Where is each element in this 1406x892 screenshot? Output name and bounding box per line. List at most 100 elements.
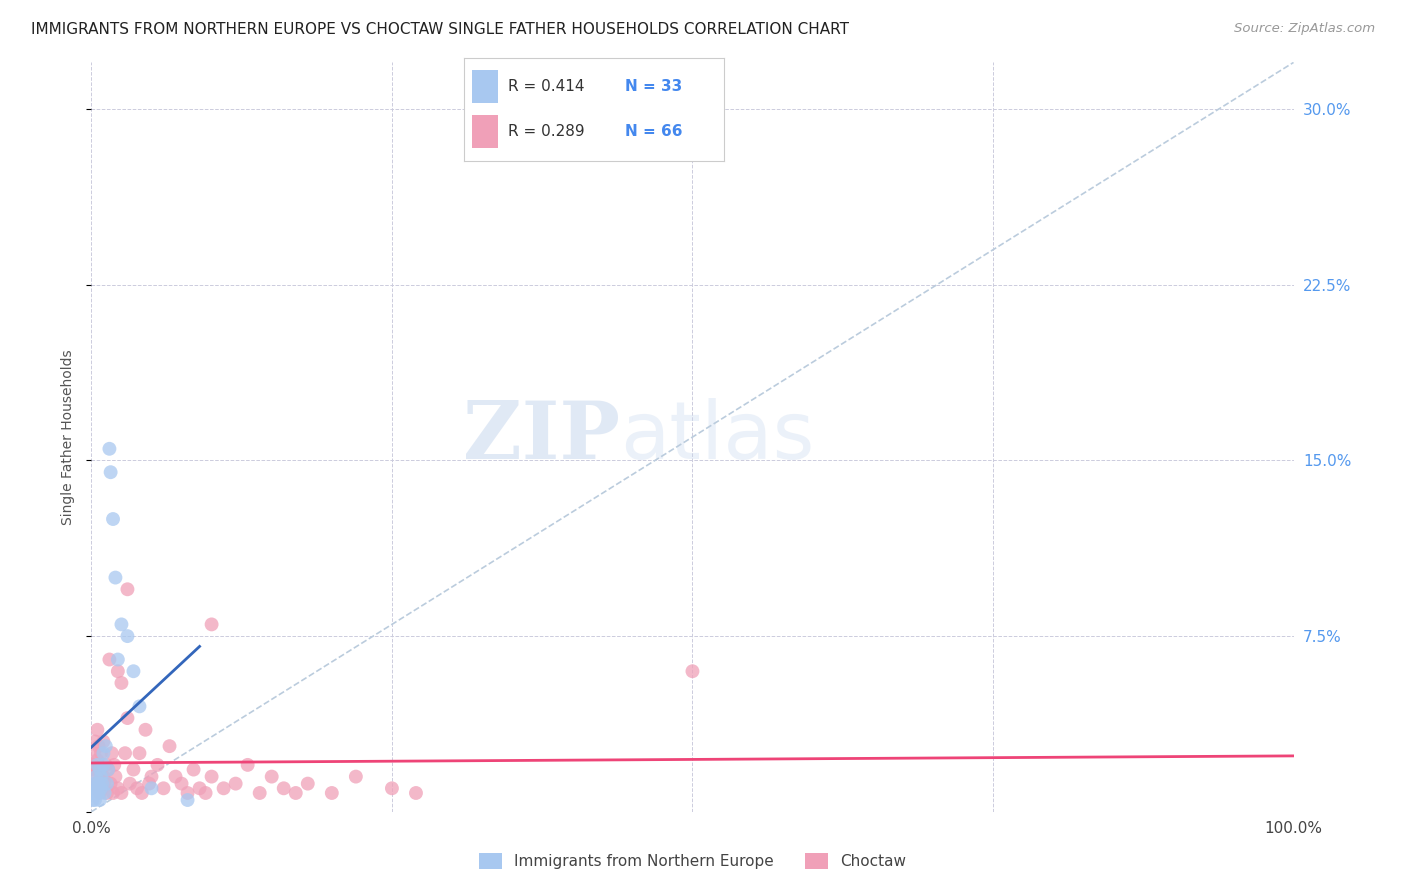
Point [90, 781, 112, 796]
Point [104, 571, 127, 585]
Text: ZIP: ZIP [464, 398, 620, 476]
Point [101, 512, 124, 526]
Point [117, 629, 139, 643]
Point [110, 786, 132, 800]
Point [97, 763, 120, 777]
Point [94, 758, 117, 772]
Point [125, 781, 148, 796]
Text: atlas: atlas [620, 398, 814, 476]
Point [118, 776, 141, 791]
Point [89, 763, 111, 777]
Point [260, 770, 283, 784]
Point [86, 781, 108, 796]
Point [117, 582, 139, 597]
Point [107, 664, 129, 679]
Point [117, 711, 139, 725]
Point [86, 723, 108, 737]
Point [93, 758, 115, 772]
Point [146, 758, 169, 772]
Point [110, 676, 132, 690]
FancyBboxPatch shape [472, 70, 498, 103]
Point [93, 776, 115, 791]
Point [100, 465, 122, 479]
Point [91, 776, 114, 791]
Text: Source: ZipAtlas.com: Source: ZipAtlas.com [1234, 22, 1375, 36]
Point [90, 746, 112, 760]
Point [188, 781, 211, 796]
Point [83, 746, 105, 760]
Point [176, 793, 198, 807]
Point [96, 786, 118, 800]
Point [128, 746, 150, 760]
Point [84, 763, 107, 777]
Point [83, 786, 105, 800]
Point [83, 781, 105, 796]
Point [103, 758, 125, 772]
Y-axis label: Single Father Households: Single Father Households [60, 350, 75, 524]
Point [681, 664, 703, 679]
Point [87, 776, 110, 791]
Point [176, 786, 198, 800]
Point [98, 442, 121, 456]
Point [98, 652, 121, 666]
Point [225, 776, 247, 791]
Point [89, 793, 111, 807]
Point [344, 770, 367, 784]
Text: N = 33: N = 33 [626, 79, 682, 95]
Point [138, 776, 160, 791]
Point [86, 753, 108, 767]
Point [183, 763, 205, 777]
Point [104, 770, 127, 784]
Point [273, 781, 295, 796]
Text: IMMIGRANTS FROM NORTHERN EUROPE VS CHOCTAW SINGLE FATHER HOUSEHOLDS CORRELATION : IMMIGRANTS FROM NORTHERN EUROPE VS CHOCT… [31, 22, 849, 37]
Point [83, 770, 105, 784]
Point [122, 763, 145, 777]
Point [86, 758, 108, 772]
Point [84, 770, 107, 784]
Text: N = 66: N = 66 [626, 124, 683, 139]
Point [122, 664, 145, 679]
Point [131, 786, 153, 800]
Point [159, 739, 181, 753]
Point [107, 781, 129, 796]
Point [201, 770, 224, 784]
Point [194, 786, 217, 800]
Point [249, 786, 271, 800]
Point [100, 776, 122, 791]
Point [114, 746, 136, 760]
Point [90, 770, 112, 784]
Point [107, 652, 129, 666]
Point [89, 786, 111, 800]
Point [84, 793, 107, 807]
Text: R = 0.414: R = 0.414 [508, 79, 585, 95]
Point [87, 739, 110, 753]
Point [321, 786, 343, 800]
Point [90, 770, 112, 784]
Point [91, 781, 114, 796]
Point [87, 786, 110, 800]
Point [297, 776, 319, 791]
Point [87, 781, 110, 796]
Point [236, 758, 259, 772]
Point [84, 734, 107, 748]
Point [152, 781, 174, 796]
Point [84, 776, 107, 791]
Point [93, 770, 115, 784]
Point [96, 776, 118, 791]
Point [141, 781, 163, 796]
Point [82, 793, 104, 807]
Point [89, 763, 111, 777]
Point [93, 786, 115, 800]
Point [212, 781, 235, 796]
Point [110, 617, 132, 632]
Text: R = 0.289: R = 0.289 [508, 124, 585, 139]
FancyBboxPatch shape [472, 115, 498, 148]
Point [201, 617, 224, 632]
Point [128, 699, 150, 714]
Point [93, 734, 115, 748]
Legend: Immigrants from Northern Europe, Choctaw: Immigrants from Northern Europe, Choctaw [472, 847, 912, 875]
Point [141, 770, 163, 784]
Point [165, 770, 187, 784]
Point [93, 746, 115, 760]
Point [101, 746, 124, 760]
